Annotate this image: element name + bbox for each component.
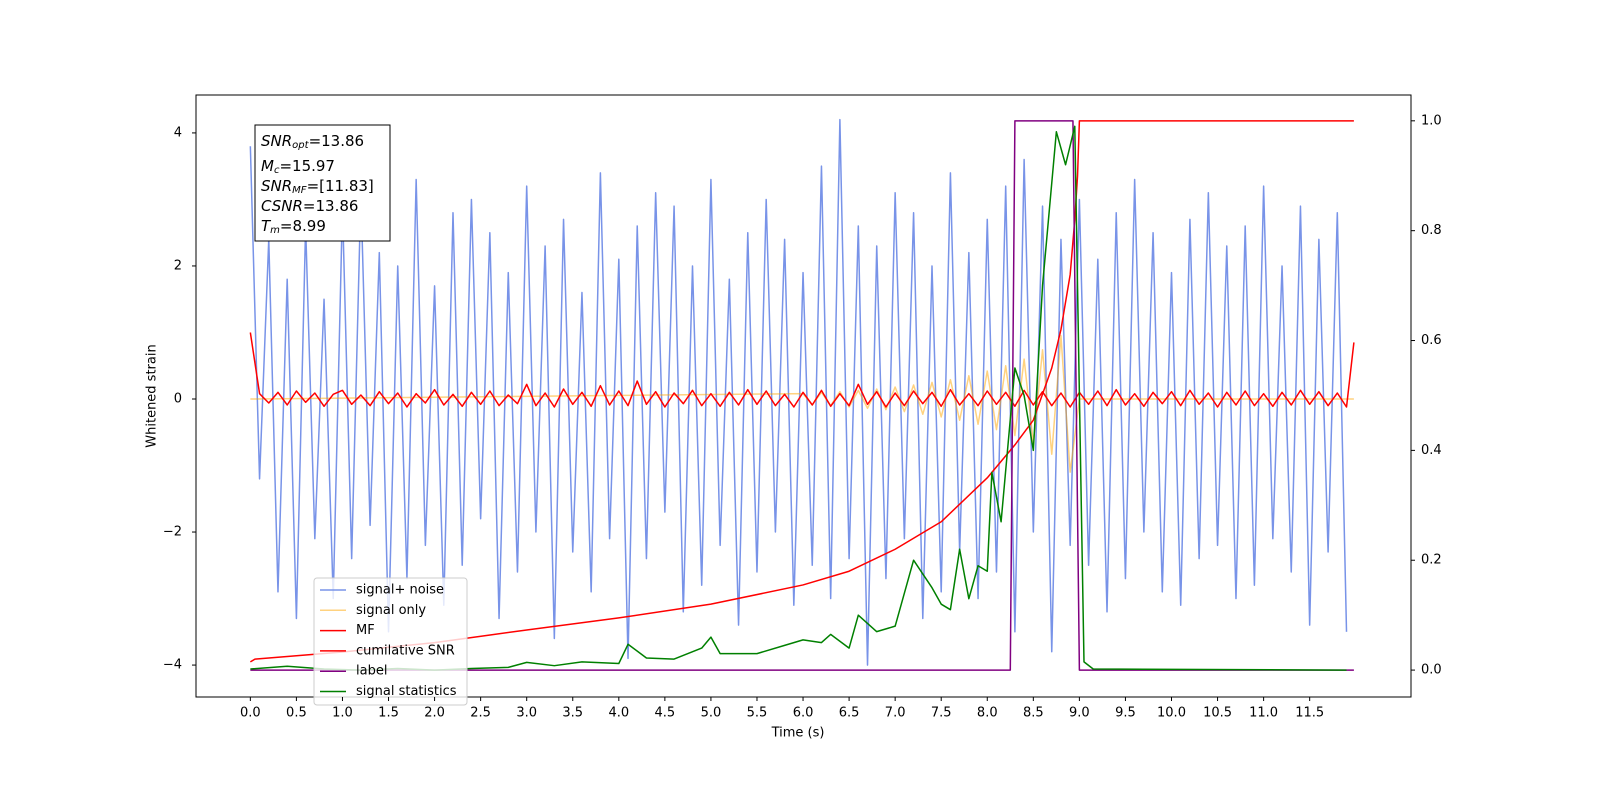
- x-tick-label: 1.5: [378, 706, 399, 721]
- y-tick-label: 4: [174, 125, 182, 140]
- x-tick-label: 9.5: [1115, 706, 1136, 721]
- legend-frame: [313, 577, 468, 706]
- legend-label: label: [356, 664, 387, 679]
- x-tick-label: 7.5: [931, 706, 952, 721]
- annotation-variable: SNR: [261, 177, 292, 195]
- y-tick-label: −2: [163, 525, 182, 540]
- series-line: [249, 118, 1348, 666]
- x-tick-label: 3.5: [562, 706, 583, 721]
- y2-tick-label: 0.8: [1421, 223, 1442, 238]
- annotation-variable: M: [261, 157, 274, 175]
- annotation-line: CSNR=13.86: [261, 197, 358, 215]
- annotation-variable: SNR: [261, 132, 292, 150]
- y-tick-label: 0: [174, 391, 182, 406]
- legend-label: signal+ noise: [356, 583, 444, 598]
- annotation-value: =15.97: [279, 157, 335, 175]
- annotation-value: =13.86: [303, 197, 359, 215]
- x-tick-label: 6.0: [793, 706, 814, 721]
- annotation-subscript: opt: [292, 140, 309, 151]
- x-tick-label: 10.0: [1157, 706, 1186, 721]
- x-tick-label: 7.0: [885, 706, 906, 721]
- legend-label: cumilative SNR: [356, 643, 455, 658]
- x-tick-label: 5.0: [701, 706, 722, 721]
- x-tick-label: 9.0: [1069, 706, 1090, 721]
- y2-tick-label: 0.4: [1421, 443, 1442, 458]
- legend-label: signal statistics: [356, 684, 457, 699]
- series-line: [250, 125, 1347, 671]
- annotation-box: SNRopt=13.86Mc=15.97SNRMF=[11.83]CSNR=13…: [254, 124, 391, 242]
- annotation-line: Tm=8.99: [261, 217, 326, 237]
- y-axis-label: Whitened strain: [145, 344, 160, 447]
- annotation-line: SNRopt=13.86: [261, 132, 364, 152]
- series-line: [250, 120, 1354, 671]
- x-tick-label: 4.0: [608, 706, 629, 721]
- series-line: [249, 332, 1355, 408]
- annotation-value: =13.86: [309, 132, 365, 150]
- annotation-value: =8.99: [280, 217, 326, 235]
- y-tick-label: 2: [174, 258, 182, 273]
- annotation-frame: [254, 124, 391, 242]
- x-tick-label: 2.0: [424, 706, 445, 721]
- legend: signal+ noise signal only MF cumilative SNR…: [313, 577, 468, 706]
- y2-tick-label: 0.6: [1421, 333, 1442, 348]
- x-tick-label: 2.5: [470, 706, 491, 721]
- y2-tick-label: 1.0: [1421, 113, 1442, 128]
- x-tick-label: 11.0: [1249, 706, 1278, 721]
- x-tick-label: 0.0: [240, 706, 261, 721]
- annotation-line: SNRMF=[11.83]: [261, 177, 374, 197]
- annotation-value: =[11.83]: [307, 177, 374, 195]
- y2-tick-label: 0.2: [1421, 553, 1442, 568]
- legend-label: signal only: [356, 603, 426, 618]
- y-tick-label: −4: [163, 658, 182, 673]
- x-tick-label: 10.5: [1203, 706, 1232, 721]
- x-tick-label: 8.5: [1023, 706, 1044, 721]
- annotation-variable: CSNR: [261, 197, 303, 215]
- annotation-variable: T: [261, 217, 272, 235]
- x-tick-label: 6.5: [839, 706, 860, 721]
- legend-label: MF: [356, 623, 375, 638]
- series-lines: [249, 118, 1355, 671]
- x-tick-label: 3.0: [516, 706, 537, 721]
- annotation-subscript: m: [270, 225, 280, 236]
- x-axis-label: Time (s): [771, 726, 825, 741]
- x-tick-label: 11.5: [1295, 706, 1324, 721]
- annotation-subscript: c: [274, 165, 280, 176]
- x-tick-label: 0.5: [286, 706, 307, 721]
- y2-tick-label: 0.0: [1421, 663, 1442, 678]
- x-tick-label: 1.0: [332, 706, 353, 721]
- annotation-line: Mc=15.97: [261, 157, 335, 177]
- annotation-subscript: MF: [292, 185, 307, 196]
- x-tick-label: 5.5: [747, 706, 768, 721]
- x-tick-label: 8.0: [977, 706, 998, 721]
- x-tick-label: 4.5: [655, 706, 676, 721]
